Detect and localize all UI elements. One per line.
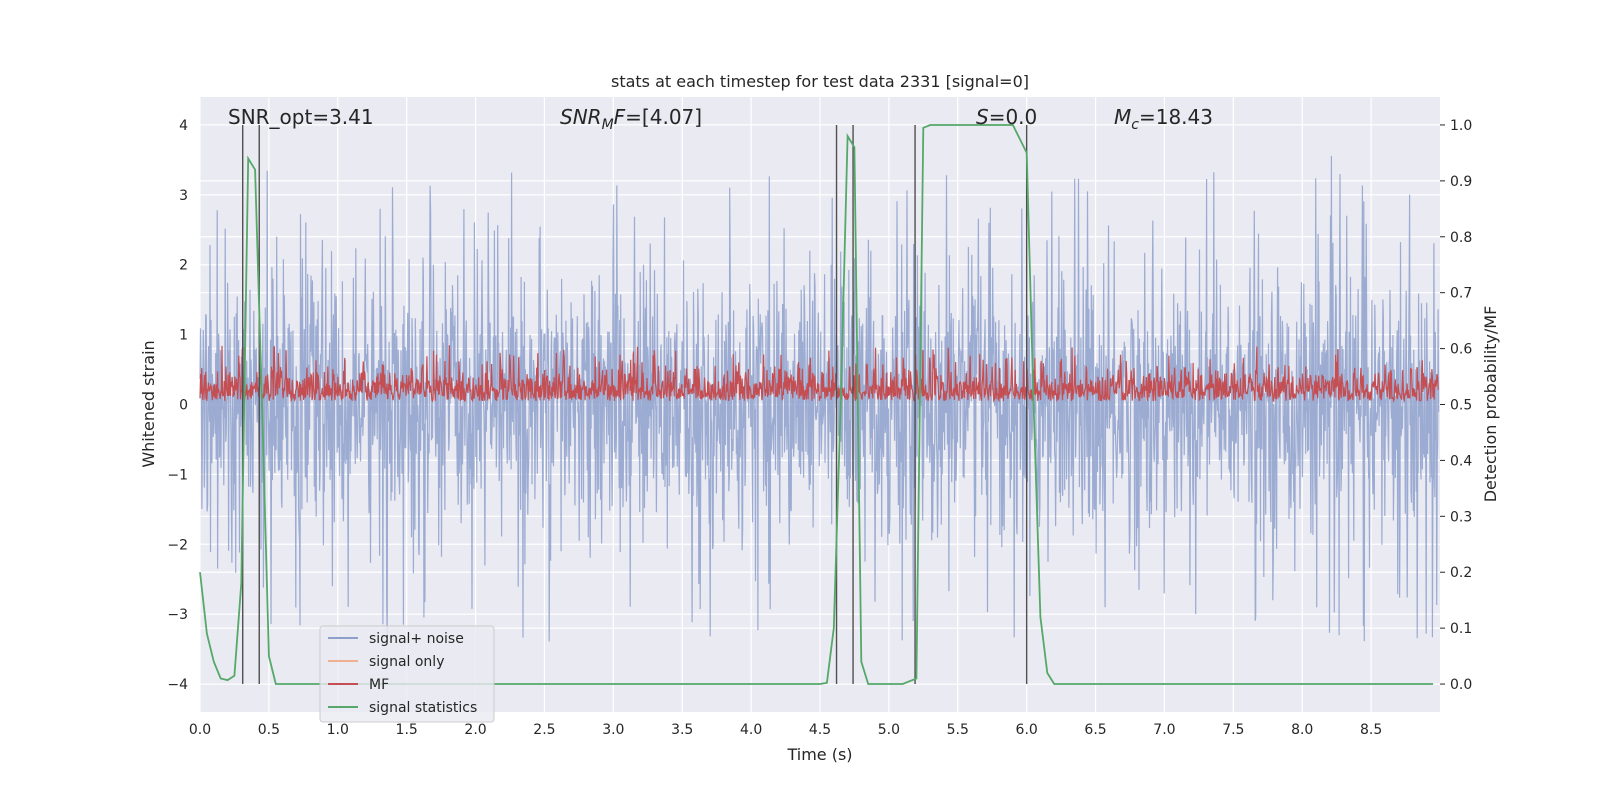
- legend-label-mf: MF: [369, 677, 389, 693]
- series-mf: [199, 345, 1439, 403]
- y-tick-right-4: 0.4: [1450, 453, 1472, 469]
- y-tick-left-5: 1: [179, 328, 188, 344]
- x-tick-5: 2.5: [533, 722, 555, 738]
- annotation-mc: Mc=18.43: [1114, 105, 1213, 133]
- x-tick-13: 6.5: [1084, 722, 1106, 738]
- y-tick-right-10: 1.0: [1450, 118, 1472, 134]
- x-tick-2: 1.0: [327, 722, 349, 738]
- y-tick-left-4: 0: [179, 398, 188, 414]
- y-tick-right-3: 0.3: [1450, 509, 1472, 525]
- annotation-snr-opt: SNR_opt=3.41: [228, 105, 374, 129]
- annotation-snr-mf-rest: =[4.07]: [625, 105, 702, 129]
- x-tick-4: 2.0: [464, 722, 486, 738]
- x-tick-12: 6.0: [1016, 722, 1038, 738]
- y-tick-right-2: 0.2: [1450, 565, 1472, 581]
- y-axis-label-right: Detection probability/MF: [1481, 306, 1500, 503]
- annotation-snr-mf-sub: M: [602, 117, 614, 133]
- signal-statistics-line: [199, 124, 1434, 685]
- annotation-snr-mf-italic-f: F: [614, 105, 626, 129]
- x-tick-0: 0.0: [189, 722, 211, 738]
- y-tick-right-9: 0.9: [1450, 174, 1472, 190]
- legend: signal+ noise signal only MF signal stat…: [319, 625, 495, 723]
- y-tick-left-2: −2: [167, 537, 188, 553]
- y-axis-label-left: Whitened strain: [139, 340, 158, 467]
- annotation-snr-mf-main: SNR: [560, 105, 602, 129]
- y-tick-left-3: −1: [167, 467, 188, 483]
- annotation-s-main: S: [976, 105, 989, 129]
- x-tick-15: 7.5: [1222, 722, 1244, 738]
- y-tick-left-6: 2: [179, 258, 188, 274]
- mf-line: [199, 345, 1439, 403]
- annotation-s: S=0.0: [976, 105, 1037, 129]
- annotation-mc-main: M: [1114, 105, 1131, 129]
- y-tick-right-5: 0.5: [1450, 398, 1472, 414]
- y-tick-right-0: 0.0: [1450, 677, 1472, 693]
- x-tick-6: 3.0: [602, 722, 624, 738]
- legend-box: [319, 625, 495, 723]
- legend-label-signal-noise: signal+ noise: [369, 631, 464, 647]
- y-tick-right-7: 0.7: [1450, 286, 1472, 302]
- x-tick-11: 5.5: [947, 722, 969, 738]
- chart-title: stats at each timestep for test data 233…: [611, 72, 1029, 91]
- x-tick-8: 4.0: [740, 722, 762, 738]
- x-tick-1: 0.5: [258, 722, 280, 738]
- y-tick-right-1: 0.1: [1450, 621, 1472, 637]
- y-tick-right-6: 0.6: [1450, 342, 1472, 358]
- series-signal-statistics: [199, 124, 1434, 685]
- annotation-snr-mf: SNRMF=[4.07]: [560, 105, 702, 133]
- x-tick-3: 1.5: [396, 722, 418, 738]
- ticks: 0.0 0.5 1.0 1.5 2.0 2.5 3.0 3.5 4.0 4.5 5.0 5.5 6.0 6…: [167, 118, 1472, 738]
- x-tick-10: 5.0: [878, 722, 900, 738]
- annotation-mc-rest: =18.43: [1139, 105, 1213, 129]
- x-tick-9: 4.5: [809, 722, 831, 738]
- y-tick-left-8: 4: [179, 118, 188, 134]
- x-tick-17: 8.5: [1360, 722, 1382, 738]
- annotation-mc-sub: c: [1131, 117, 1139, 133]
- y-tick-left-1: −3: [167, 607, 188, 623]
- vertical-markers: [242, 124, 1028, 685]
- annotation-s-rest: =0.0: [989, 105, 1038, 129]
- legend-label-signal-only: signal only: [369, 654, 444, 670]
- x-tick-16: 8.0: [1291, 722, 1313, 738]
- x-tick-14: 7.0: [1153, 722, 1175, 738]
- y-tick-right-8: 0.8: [1450, 230, 1472, 246]
- legend-label-signal-statistics: signal statistics: [369, 700, 477, 716]
- x-tick-7: 3.5: [671, 722, 693, 738]
- y-tick-left-7: 3: [179, 188, 188, 204]
- y-tick-left-0: −4: [167, 677, 188, 693]
- x-axis-label: Time (s): [786, 745, 852, 764]
